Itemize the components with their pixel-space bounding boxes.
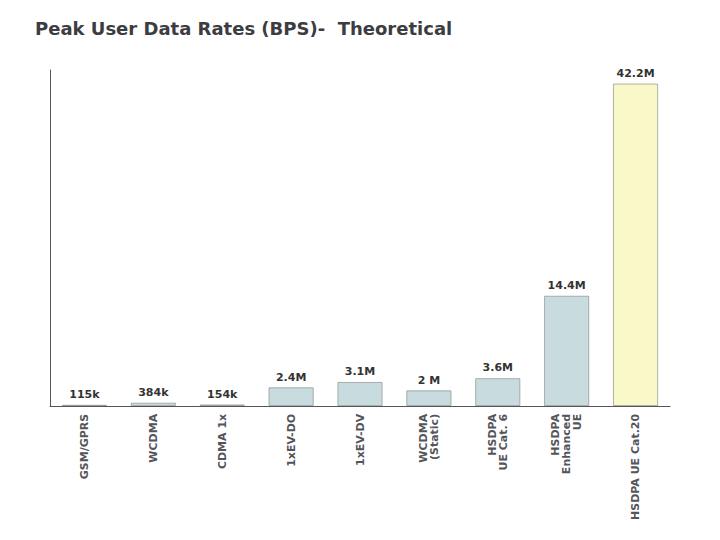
svg-text:Enhanced: Enhanced — [560, 413, 574, 475]
svg-text:384k: 384k — [138, 386, 169, 399]
svg-text:WCDMA: WCDMA — [416, 413, 430, 463]
svg-text:WCDMA: WCDMA — [147, 413, 160, 462]
svg-text:Peak User Data Rates (BPS)- T: Peak User Data Rates (BPS)- Theoretical — [35, 18, 452, 39]
svg-text:UE Cat. 6: UE Cat. 6 — [497, 413, 510, 470]
svg-text:3.6M: 3.6M — [483, 361, 513, 374]
svg-text:115k: 115k — [69, 388, 100, 401]
svg-text:HSDPA: HSDPA — [485, 413, 499, 456]
svg-text:1xEV-DV: 1xEV-DV — [354, 413, 367, 466]
svg-text:GSM/GPRS: GSM/GPRS — [78, 414, 91, 479]
svg-text:(Static): (Static) — [428, 414, 441, 460]
svg-text:42.2M: 42.2M — [617, 67, 655, 80]
svg-text:154k: 154k — [207, 388, 238, 401]
svg-text:HSDPA UE Cat.20: HSDPA UE Cat.20 — [629, 413, 642, 520]
svg-text:HSDPA: HSDPA — [549, 413, 563, 456]
svg-text:1xEV-DO: 1xEV-DO — [285, 414, 298, 467]
svg-text:2 M: 2 M — [418, 374, 440, 387]
svg-text:2.4M: 2.4M — [276, 371, 306, 384]
svg-text:14.4M: 14.4M — [548, 279, 586, 292]
svg-text:3.1M: 3.1M — [345, 365, 375, 378]
svg-text:UE: UE — [571, 414, 584, 430]
svg-text:CDMA 1x: CDMA 1x — [216, 414, 229, 469]
